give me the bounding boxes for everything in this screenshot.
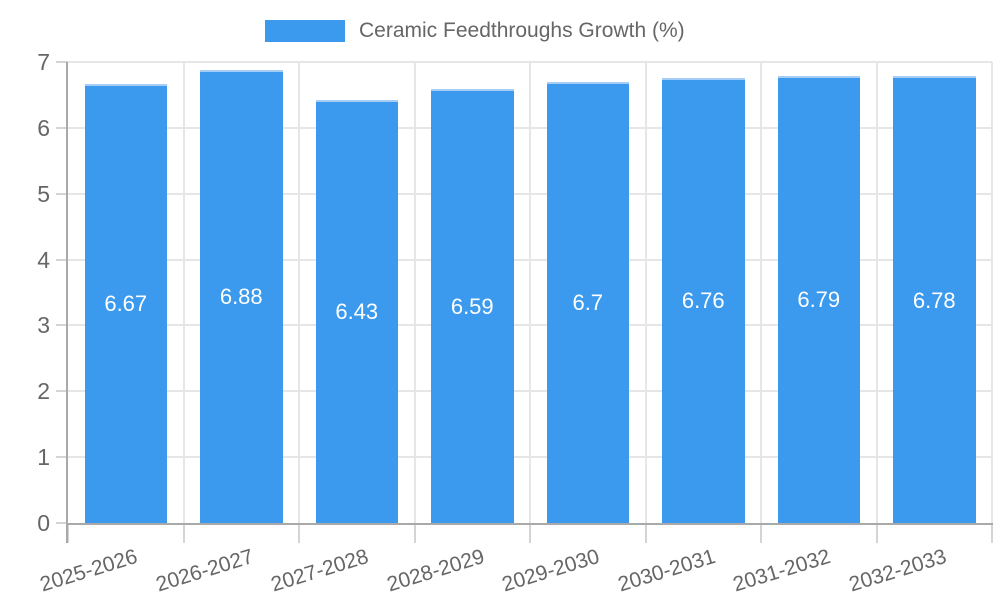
x-axis-tick-label: 2028-2029 [384,545,487,597]
bar[interactable]: 6.79 [777,75,860,523]
y-axis-tick [56,258,68,261]
gridline-vertical [182,62,185,523]
y-axis-tick-label: 1 [37,444,50,471]
bar-value-label: 6.78 [912,287,956,313]
x-axis-tick [644,523,647,543]
bar-value-label: 6.67 [104,291,148,317]
gridline-vertical [991,62,993,523]
x-axis-tick-label: 2026-2027 [153,545,256,597]
legend-label: Ceramic Feedthroughs Growth (%) [359,19,685,42]
y-axis-tick [56,126,68,129]
gridline-vertical [760,62,762,523]
gridline-vertical [298,62,300,523]
y-axis-tick [56,324,68,327]
x-axis-tick [875,523,878,543]
legend-item[interactable]: Ceramic Feedthroughs Growth (%) [265,20,685,42]
bar-value-label: 6.43 [335,299,379,325]
bar-value-label: 6.76 [681,288,725,314]
y-axis-tick-label: 4 [37,246,50,273]
bar[interactable]: 6.7 [546,81,629,523]
y-axis-tick-label: 2 [37,378,50,405]
y-axis-tick-label: 3 [37,312,50,339]
bar[interactable]: 6.88 [200,69,283,523]
x-axis-tick-label: 2030-2031 [615,545,718,597]
x-axis-tick [760,523,762,543]
x-axis-tick-label: 2029-2030 [499,545,603,597]
y-axis-line [66,62,68,543]
x-axis-tick-label: 2031-2032 [730,545,834,597]
x-axis-tick [298,523,300,543]
bar[interactable]: 6.67 [84,83,167,523]
y-axis-tick-label: 5 [37,180,50,207]
bar-value-label: 6.7 [572,290,604,316]
x-axis-tick [991,523,993,543]
y-axis-tick-label: 6 [37,114,50,141]
gridline-vertical [413,62,416,523]
x-axis-tick-label: 2032-2033 [846,545,949,597]
bar[interactable]: 6.78 [893,76,976,523]
bar[interactable]: 6.76 [662,77,745,523]
bar-value-label: 6.59 [450,293,494,319]
legend-swatch [265,20,345,42]
bar[interactable]: 6.59 [431,89,514,523]
x-axis-tick [413,523,416,543]
y-axis-tick [56,192,68,195]
x-axis-tick [182,523,185,543]
gridline-vertical [529,62,531,523]
y-axis-tick [56,390,68,393]
bar[interactable]: 6.43 [315,99,398,523]
y-axis-tick-label: 0 [37,510,50,536]
gridline-vertical [644,62,647,523]
bar-value-label: 6.88 [219,284,263,310]
x-axis-tick [67,523,69,543]
x-axis-tick-label: 2027-2028 [268,545,372,597]
x-axis-tick-label: 2025-2026 [37,545,141,597]
x-axis-line [66,523,993,525]
y-axis-tick [56,61,68,63]
gridline-vertical [875,62,878,523]
x-axis-tick [529,523,531,543]
bar-value-label: 6.79 [797,287,841,313]
y-axis-tick-label: 7 [37,49,50,75]
y-axis-tick [56,522,68,524]
y-axis-tick [56,456,68,459]
